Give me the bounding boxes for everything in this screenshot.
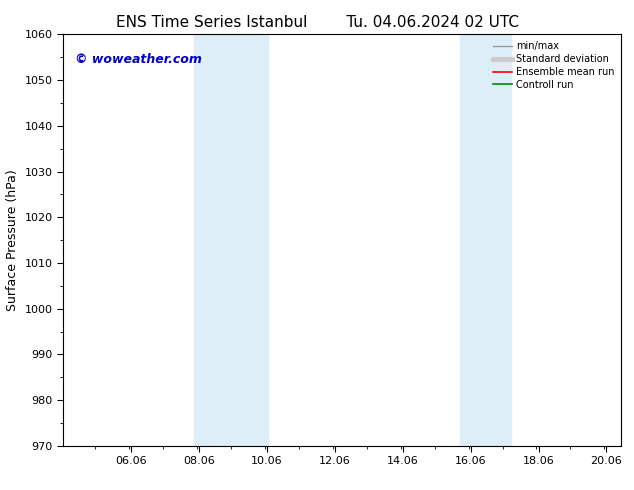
Y-axis label: Surface Pressure (hPa): Surface Pressure (hPa) <box>6 169 19 311</box>
Text: © woweather.com: © woweather.com <box>75 53 202 66</box>
Legend: min/max, Standard deviation, Ensemble mean run, Controll run: min/max, Standard deviation, Ensemble me… <box>491 39 616 92</box>
Bar <box>460 34 511 446</box>
Text: ENS Time Series Istanbul        Tu. 04.06.2024 02 UTC: ENS Time Series Istanbul Tu. 04.06.2024 … <box>115 15 519 30</box>
Bar <box>194 34 268 446</box>
